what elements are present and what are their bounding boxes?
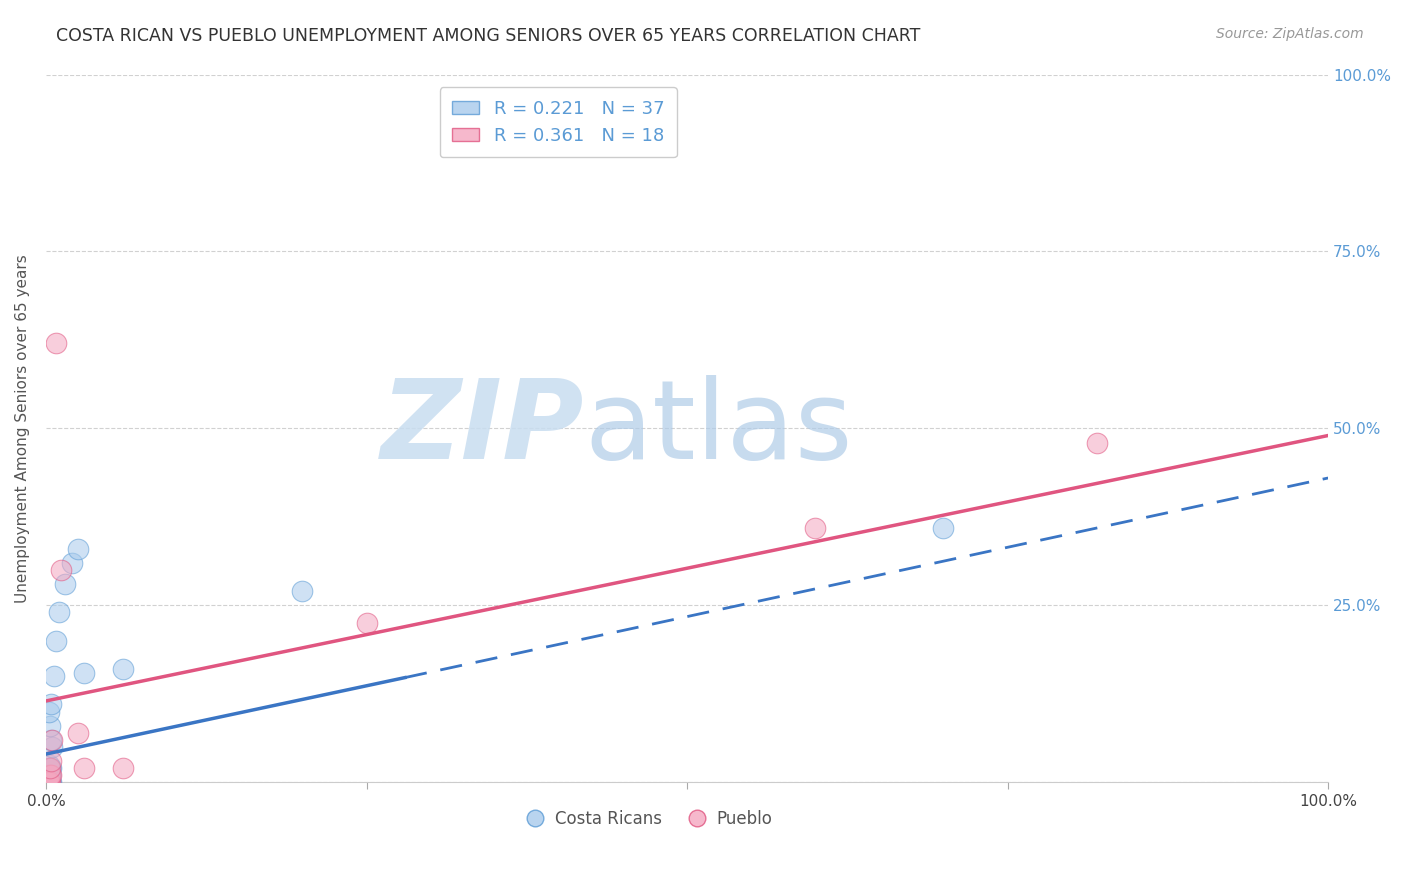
Point: [37, 775, 59, 789]
Point: [38, 775, 60, 789]
Point: [48, 606, 70, 620]
Point: [66, 726, 89, 740]
Point: [38, 768, 60, 782]
Point: [804, 520, 827, 534]
Point: [45, 633, 67, 648]
Point: [38, 761, 60, 775]
Point: [38, 761, 60, 775]
Point: [39, 775, 62, 789]
Text: COSTA RICAN VS PUEBLO UNEMPLOYMENT AMONG SENIORS OVER 65 YEARS CORRELATION CHART: COSTA RICAN VS PUEBLO UNEMPLOYMENT AMONG…: [56, 27, 921, 45]
Point: [60, 556, 83, 570]
Y-axis label: Unemployment Among Seniors over 65 years: Unemployment Among Seniors over 65 years: [15, 254, 30, 603]
Point: [38, 719, 60, 733]
Point: [38, 775, 60, 789]
Text: ZIP: ZIP: [381, 375, 585, 482]
Point: [38, 757, 60, 772]
Point: [111, 662, 134, 676]
Point: [37, 775, 59, 789]
Point: [39, 761, 62, 775]
Point: [38, 705, 60, 719]
Point: [38, 768, 60, 782]
Point: [932, 520, 955, 534]
Point: [73, 665, 96, 680]
Point: [37, 775, 59, 789]
Point: [53, 577, 76, 591]
Text: Source: ZipAtlas.com: Source: ZipAtlas.com: [1216, 27, 1364, 41]
Point: [38, 775, 60, 789]
Point: [41, 732, 63, 747]
Point: [38, 775, 60, 789]
Legend: Costa Ricans, Pueblo: Costa Ricans, Pueblo: [517, 803, 779, 834]
Point: [356, 616, 378, 631]
Point: [38, 775, 60, 789]
Point: [38, 775, 60, 789]
Point: [111, 761, 134, 775]
Point: [38, 761, 60, 775]
Point: [38, 768, 60, 782]
Point: [73, 761, 96, 775]
Point: [39, 768, 62, 782]
Point: [38, 768, 60, 782]
Point: [38, 775, 60, 789]
Point: [37, 775, 59, 789]
Point: [38, 775, 60, 789]
Point: [39, 732, 62, 747]
Point: [51, 563, 73, 577]
Text: atlas: atlas: [585, 375, 853, 482]
Point: [38, 775, 60, 789]
Point: [291, 584, 314, 599]
Point: [66, 541, 89, 556]
Point: [42, 669, 65, 683]
Point: [38, 775, 60, 789]
Point: [38, 775, 60, 789]
Point: [41, 739, 63, 754]
Point: [37, 775, 59, 789]
Point: [37, 775, 59, 789]
Point: [37, 775, 59, 789]
Point: [1085, 435, 1108, 450]
Point: [45, 336, 67, 351]
Point: [39, 698, 62, 712]
Point: [39, 754, 62, 768]
Point: [38, 775, 60, 789]
